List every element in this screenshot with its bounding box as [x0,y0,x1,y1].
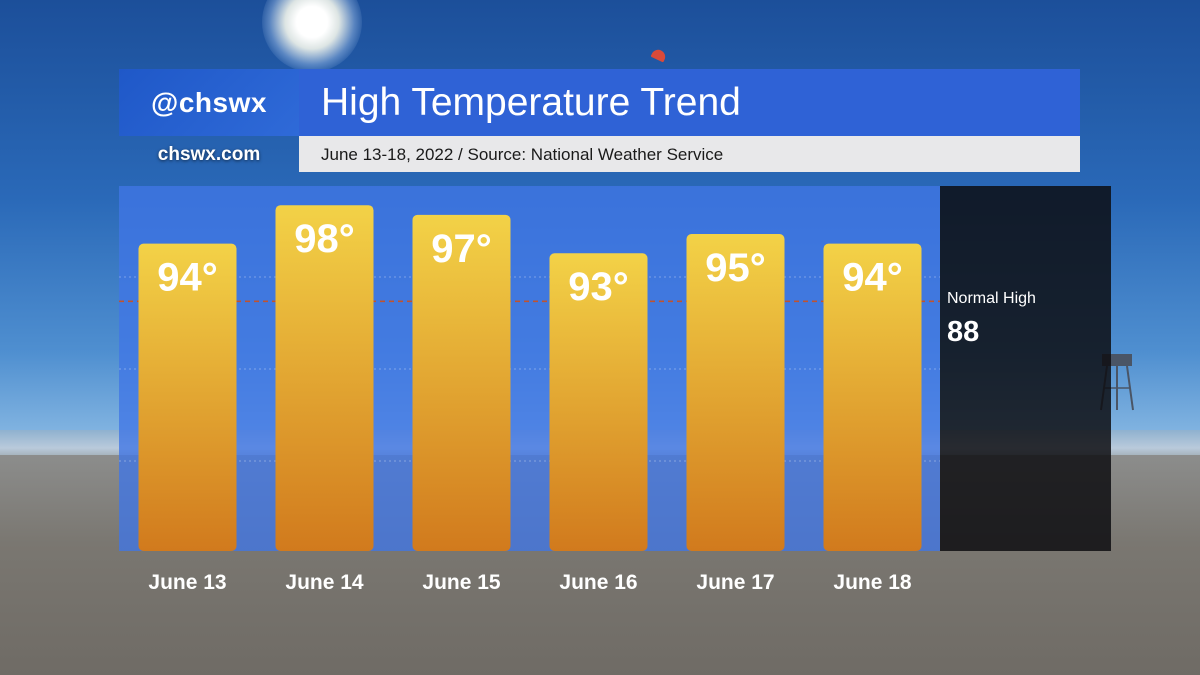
x-axis-tick-label: June 17 [696,571,774,594]
chart-subtitle: June 13-18, 2022 / Source: National Weat… [321,145,724,164]
title-bar: High Temperature Trend [299,69,1080,136]
x-axis-tick-label: June 16 [559,571,637,594]
bar-value-label: 93° [568,265,629,309]
subtitle-bar: June 13-18, 2022 / Source: National Weat… [299,136,1080,172]
bar-value-label: 97° [431,227,492,271]
x-axis-tick-label: June 18 [833,571,912,594]
bar-value-label: 98° [294,217,355,261]
x-axis-tick-label: June 14 [285,571,364,594]
normal-high-panel [940,186,1111,551]
bar-value-label: 94° [842,256,903,300]
normal-high-label: Normal High [947,290,1036,307]
website-url: chswx.com [157,144,261,165]
bar-value-label: 95° [705,246,766,290]
x-axis-tick-label: June 15 [422,571,501,594]
x-axis-tick-label: June 13 [148,571,226,594]
bar-june-14 [275,205,374,552]
chart-title: High Temperature Trend [321,81,741,124]
bar-june-15 [412,214,511,551]
bar-june-13 [138,243,237,551]
normal-high-value: 88 [947,316,980,348]
plot-area [119,186,940,551]
logo-box: @chswx [119,69,299,136]
bar-june-18 [823,243,922,551]
brand-handle: @chswx [151,87,267,118]
bar-june-17 [686,234,785,552]
bar-value-label: 94° [157,256,218,300]
bar-june-16 [549,253,648,551]
